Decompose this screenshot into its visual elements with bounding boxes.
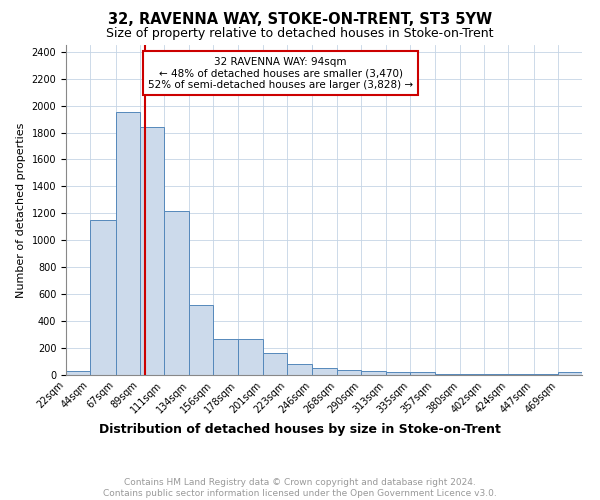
Bar [287,364,313,375]
Bar [238,340,263,375]
Bar [66,371,90,375]
Bar [263,354,287,375]
Bar [410,372,434,375]
Bar [386,372,410,375]
Bar [484,374,508,375]
Bar [508,374,533,375]
Bar [116,112,140,375]
Bar [460,374,484,375]
Bar [434,374,460,375]
Bar [337,370,361,375]
Text: 32 RAVENNA WAY: 94sqm
← 48% of detached houses are smaller (3,470)
52% of semi-d: 32 RAVENNA WAY: 94sqm ← 48% of detached … [148,56,413,90]
Bar [164,210,189,375]
Bar [533,374,558,375]
Bar [214,338,238,375]
Text: 32, RAVENNA WAY, STOKE-ON-TRENT, ST3 5YW: 32, RAVENNA WAY, STOKE-ON-TRENT, ST3 5YW [108,12,492,28]
Bar [140,127,164,375]
Bar [189,305,214,375]
Bar [90,220,116,375]
Text: Size of property relative to detached houses in Stoke-on-Trent: Size of property relative to detached ho… [106,28,494,40]
Bar [313,368,337,375]
Bar [558,372,582,375]
Text: Distribution of detached houses by size in Stoke-on-Trent: Distribution of detached houses by size … [99,422,501,436]
Y-axis label: Number of detached properties: Number of detached properties [16,122,26,298]
Text: Contains HM Land Registry data © Crown copyright and database right 2024.
Contai: Contains HM Land Registry data © Crown c… [103,478,497,498]
Bar [361,371,386,375]
